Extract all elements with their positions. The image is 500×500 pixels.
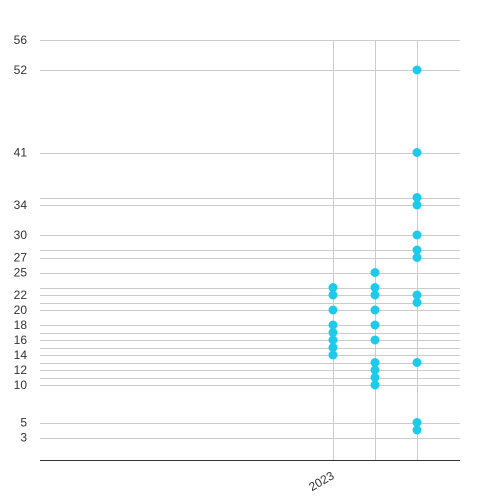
data-point (370, 305, 380, 315)
y-tick-label: 30 (14, 228, 28, 242)
data-point (412, 358, 422, 367)
data-point (328, 305, 338, 315)
data-point (328, 290, 338, 300)
data-point (328, 328, 338, 337)
data-point (328, 283, 338, 292)
y-tick-label: 41 (14, 146, 28, 160)
x-axis-tick-labels: 2023 (306, 468, 336, 494)
data-point (370, 365, 380, 375)
data-point (412, 253, 422, 262)
data-point (370, 268, 380, 277)
data-point (370, 358, 380, 367)
data-point (328, 343, 338, 352)
y-tick-label: 12 (14, 363, 28, 377)
data-point (412, 65, 422, 75)
y-tick-label: 25 (14, 266, 28, 280)
data-point (328, 335, 338, 345)
y-tick-label: 20 (14, 303, 28, 317)
x-tick-label: 2023 (306, 468, 336, 494)
data-point (412, 298, 422, 307)
data-point (370, 373, 380, 382)
y-tick-label: 52 (14, 63, 28, 77)
y-tick-label: 5 (20, 416, 27, 430)
data-point (370, 290, 380, 300)
y-tick-label: 22 (14, 288, 28, 302)
data-point (412, 230, 422, 240)
data-point (370, 335, 380, 345)
data-point (370, 283, 380, 292)
gridlines (40, 40, 460, 439)
y-tick-label: 3 (20, 431, 27, 445)
y-tick-label: 14 (14, 348, 28, 362)
data-point (412, 245, 422, 255)
data-point (412, 418, 422, 427)
y-tick-label: 10 (14, 378, 28, 392)
y-tick-label: 34 (14, 198, 28, 212)
data-point (412, 425, 422, 435)
y-tick-label: 27 (14, 251, 28, 265)
data-point (328, 350, 338, 360)
data-point (412, 148, 422, 157)
data-point (412, 200, 422, 210)
y-tick-label: 18 (14, 318, 28, 332)
data-point (412, 193, 422, 202)
data-point (412, 290, 422, 300)
data-point (370, 320, 380, 330)
data-point (328, 320, 338, 330)
y-tick-label: 16 (14, 333, 28, 347)
data-points (328, 65, 422, 435)
data-point (370, 380, 380, 390)
y-tick-label: 56 (14, 33, 28, 47)
